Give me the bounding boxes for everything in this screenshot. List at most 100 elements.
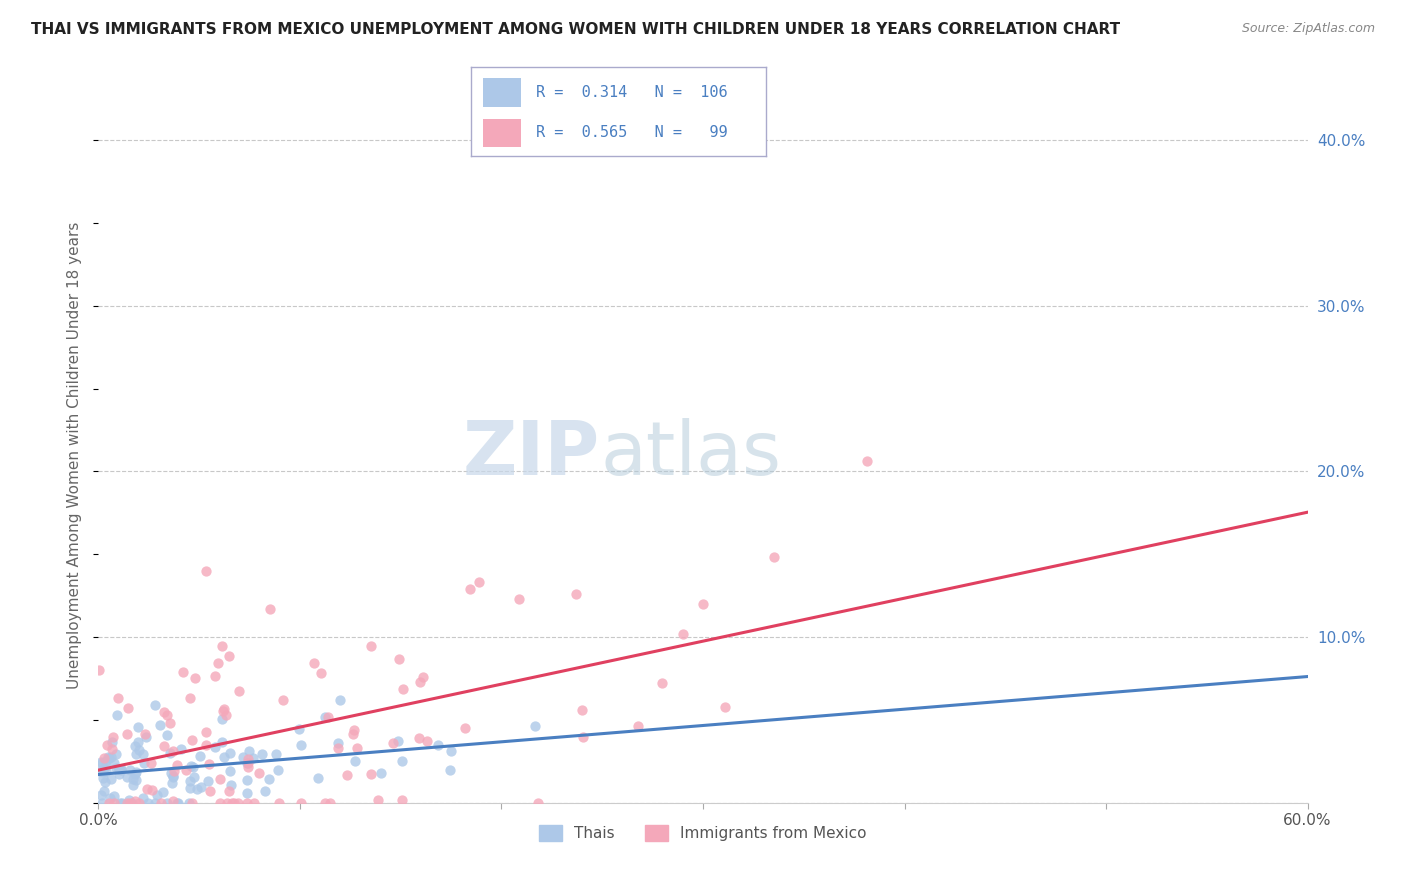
Point — [236, 773, 259, 788]
Point — [160, 765, 183, 780]
Point — [211, 704, 233, 718]
Point — [195, 565, 218, 579]
Point — [152, 739, 174, 753]
Point — [267, 763, 290, 777]
Point — [195, 738, 218, 752]
Point — [211, 712, 233, 726]
Point — [200, 784, 222, 798]
Point — [87, 663, 110, 677]
Point — [238, 760, 260, 774]
Point — [219, 764, 242, 778]
Point — [236, 756, 259, 770]
Point — [217, 796, 239, 810]
Point — [439, 763, 461, 777]
Point — [242, 751, 264, 765]
Point — [103, 756, 125, 771]
Point — [115, 796, 138, 810]
Point — [329, 692, 352, 706]
Point — [219, 778, 242, 792]
Point — [319, 796, 342, 810]
Point — [93, 751, 115, 765]
Point — [105, 707, 128, 722]
Point — [714, 700, 737, 714]
Point — [208, 772, 231, 786]
Point — [120, 763, 142, 777]
Point — [98, 796, 121, 810]
Point — [360, 639, 382, 653]
Point — [236, 756, 259, 770]
Point — [107, 691, 129, 706]
Point — [415, 734, 437, 748]
Point — [90, 796, 112, 810]
Point — [125, 764, 148, 779]
Point — [198, 756, 221, 771]
Point — [120, 796, 142, 810]
Point — [232, 749, 254, 764]
Point — [190, 780, 212, 794]
Point — [93, 783, 115, 797]
Point — [100, 735, 122, 749]
Point — [117, 700, 139, 714]
Point — [382, 736, 405, 750]
Point — [197, 774, 219, 789]
Point — [344, 754, 367, 768]
Point — [166, 796, 188, 810]
Point — [101, 742, 124, 756]
Point — [314, 710, 336, 724]
Point — [181, 760, 204, 774]
Point — [253, 783, 276, 797]
Point — [162, 770, 184, 784]
Point — [143, 698, 166, 712]
Point — [328, 740, 350, 755]
Point — [134, 727, 156, 741]
Point — [152, 785, 174, 799]
Point — [208, 796, 231, 810]
Point — [194, 724, 217, 739]
Point — [107, 762, 129, 776]
Point — [127, 734, 149, 748]
Point — [343, 723, 366, 738]
Point — [91, 756, 114, 770]
Point — [360, 767, 382, 781]
Point — [565, 587, 588, 601]
Point — [651, 676, 673, 690]
Point — [167, 796, 190, 810]
Point — [132, 790, 155, 805]
Point — [247, 765, 270, 780]
Point — [204, 739, 226, 754]
Point — [290, 796, 312, 810]
Point — [304, 657, 326, 671]
Point — [179, 691, 201, 706]
Point — [135, 782, 157, 797]
Point — [172, 665, 194, 679]
Point — [307, 772, 329, 786]
Point — [100, 750, 122, 764]
Point — [162, 795, 184, 809]
Point — [226, 796, 249, 810]
Point — [136, 796, 159, 810]
Point — [221, 796, 243, 810]
Text: R =  0.314   N =  106: R = 0.314 N = 106 — [536, 86, 727, 100]
Point — [180, 796, 202, 810]
Point — [524, 719, 547, 733]
Point — [204, 668, 226, 682]
Point — [152, 705, 174, 719]
Point — [162, 776, 184, 790]
Point — [132, 747, 155, 761]
Point — [103, 796, 125, 810]
FancyBboxPatch shape — [482, 78, 522, 107]
Point — [122, 772, 145, 786]
Point — [97, 751, 120, 765]
Point — [98, 791, 121, 805]
Point — [180, 759, 202, 773]
Point — [96, 738, 118, 752]
Point — [856, 454, 879, 468]
Legend: Thais, Immigrants from Mexico: Thais, Immigrants from Mexico — [533, 819, 873, 847]
Point — [146, 788, 169, 802]
Point — [408, 674, 430, 689]
Text: atlas: atlas — [600, 418, 782, 491]
Point — [467, 574, 489, 589]
Point — [166, 757, 188, 772]
Text: THAI VS IMMIGRANTS FROM MEXICO UNEMPLOYMENT AMONG WOMEN WITH CHILDREN UNDER 18 Y: THAI VS IMMIGRANTS FROM MEXICO UNEMPLOYM… — [31, 22, 1121, 37]
Point — [571, 730, 593, 744]
